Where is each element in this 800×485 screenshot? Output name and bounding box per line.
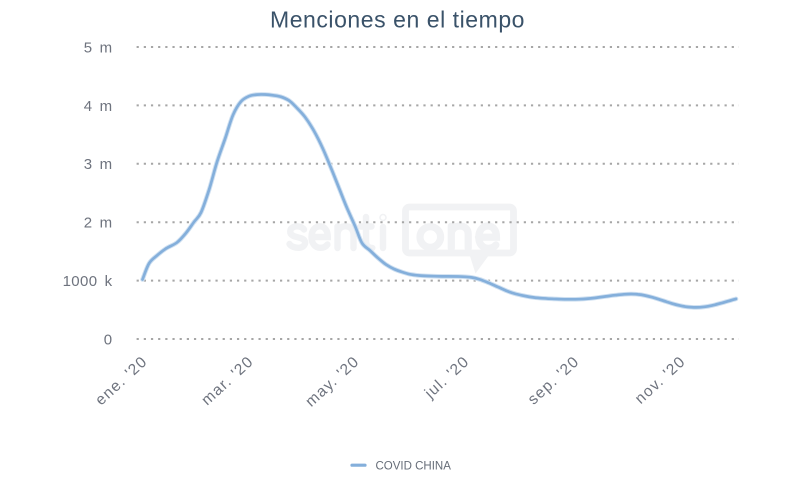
svg-text:5 m: 5 m: [84, 39, 113, 56]
svg-text:3 m: 3 m: [84, 156, 113, 173]
svg-text:1000 k: 1000 k: [63, 273, 113, 290]
svg-text:Menciones en el tiempo: Menciones en el tiempo: [270, 6, 525, 32]
svg-text:2 m: 2 m: [84, 215, 113, 232]
svg-text:0: 0: [104, 331, 113, 348]
svg-text:4 m: 4 m: [84, 98, 113, 115]
svg-text:COVID CHINA: COVID CHINA: [376, 461, 452, 473]
